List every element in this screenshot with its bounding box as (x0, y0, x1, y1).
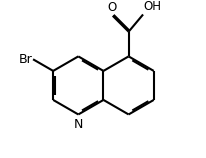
Text: OH: OH (144, 0, 162, 13)
Text: O: O (107, 1, 117, 14)
Text: N: N (74, 118, 83, 131)
Text: Br: Br (19, 53, 32, 66)
